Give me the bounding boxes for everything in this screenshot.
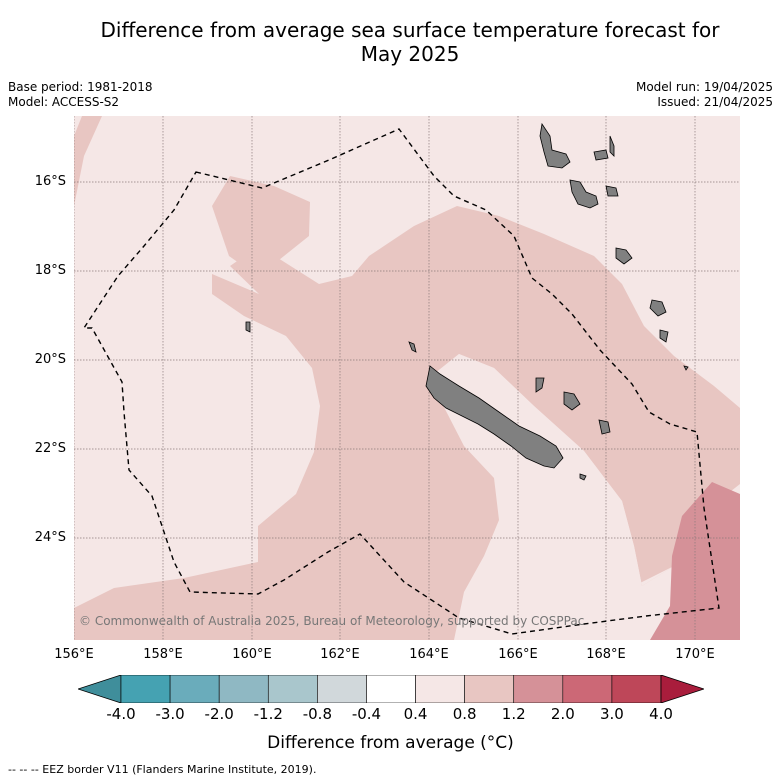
- eez-border: [82, 128, 720, 635]
- walpole-islet-land: [683, 365, 689, 371]
- vanuatu-efate-land: [615, 247, 633, 265]
- colorbar-segment: [513, 674, 564, 704]
- title-line-1: Difference from average sea surface temp…: [100, 18, 720, 42]
- colorbar-label: Difference from average (°C): [267, 733, 514, 753]
- land-masses: [245, 122, 689, 481]
- colorbar-segment: [562, 674, 613, 704]
- colorbar-segment: [267, 674, 318, 704]
- colorbar-tick-label: 3.0: [599, 705, 624, 723]
- colorbar-tick-label: 0.4: [403, 705, 428, 723]
- lat-label-16s: 16°S: [34, 174, 66, 189]
- lat-label-20s: 20°S: [34, 352, 66, 367]
- new-caledonia-land: [425, 365, 564, 469]
- model-run: Model run: 19/04/2025: [635, 80, 773, 94]
- aneityum-land: [659, 329, 669, 343]
- map-title: Difference from average sea surface temp…: [60, 18, 760, 66]
- colorbar-tick-label: -3.0: [155, 705, 185, 723]
- lon-label-158e: 158°E: [143, 647, 183, 662]
- meta-left: Base period: 1981-2018 Model: ACCESS-S2: [8, 80, 153, 110]
- colorbar-tick-label: 4.0: [649, 705, 673, 723]
- colorbar-extension-high: [660, 674, 706, 704]
- lon-label-166e: 166°E: [498, 647, 538, 662]
- eez-legend-note: -- -- -- EEZ border V11 (Flanders Marine…: [8, 763, 317, 776]
- lon-label-156e: 156°E: [54, 647, 94, 662]
- colorbar-segment: [415, 674, 465, 704]
- anomaly-band-0.8-1.2: [74, 116, 740, 640]
- vanuatu-malakula-land: [569, 179, 599, 209]
- loyalty-mare-land: [598, 419, 611, 435]
- colorbar-segment: [317, 674, 367, 704]
- lon-label-160e: 160°E: [232, 647, 272, 662]
- sst-anomaly-map[interactable]: [74, 116, 740, 640]
- lat-label-24s: 24°S: [34, 530, 66, 545]
- lon-label-164e: 164°E: [409, 647, 449, 662]
- lat-label-22s: 22°S: [34, 441, 66, 456]
- isle-of-pines-land: [579, 473, 587, 481]
- vanuatu-espiritu-santo-land: [539, 122, 571, 169]
- copyright-notice: © Commonwealth of Australia 2025, Bureau…: [79, 614, 585, 628]
- loyalty-ouvea-land: [535, 377, 545, 393]
- colorbar-tick-label: 1.2: [501, 705, 526, 723]
- colorbar-extension-low: [76, 674, 122, 704]
- colorbar-tick-label: -0.8: [302, 705, 332, 723]
- model-name: Model: ACCESS-S2: [8, 95, 120, 109]
- vanuatu-north-island-land: [593, 149, 609, 161]
- vanuatu-pentecost-land: [609, 135, 615, 157]
- loyalty-lifou-land: [563, 391, 581, 411]
- lon-label-170e: 170°E: [675, 647, 715, 662]
- vanuatu-tanna-land: [649, 299, 667, 317]
- colorbar-tick-label: -4.0: [106, 705, 136, 723]
- colorbar-segment: [120, 674, 171, 704]
- colorbar-tick-label: 0.8: [452, 705, 477, 723]
- colorbar-tick-label: -2.0: [204, 705, 234, 723]
- colorbar-canvas: [76, 674, 706, 704]
- map-canvas: [74, 116, 740, 640]
- issued-date: Issued: 21/04/2025: [657, 95, 773, 109]
- lat-label-18s: 18°S: [34, 263, 66, 278]
- meta-right: Model run: 19/04/2025 Issued: 21/04/2025: [636, 80, 773, 110]
- colorbar-segment: [366, 674, 416, 704]
- colorbar-segment: [218, 674, 269, 704]
- vanuatu-ambrym-land: [605, 185, 619, 197]
- colorbar-tick-label: -0.4: [351, 705, 382, 723]
- colorbar-segment: [464, 674, 515, 704]
- colorbar-segment: [611, 674, 662, 704]
- colorbar-tick-label: 2.0: [550, 705, 575, 723]
- colorbar: [76, 674, 706, 704]
- title-line-2: May 2025: [360, 42, 460, 66]
- colorbar-segment: [169, 674, 220, 704]
- base-period: Base period: 1981-2018: [8, 80, 153, 94]
- belep-islet-land: [408, 341, 417, 353]
- lon-label-168e: 168°E: [586, 647, 626, 662]
- colorbar-tick-label: -1.2: [253, 705, 283, 723]
- lon-label-162e: 162°E: [320, 647, 360, 662]
- chesterfield-islets-land: [245, 321, 251, 333]
